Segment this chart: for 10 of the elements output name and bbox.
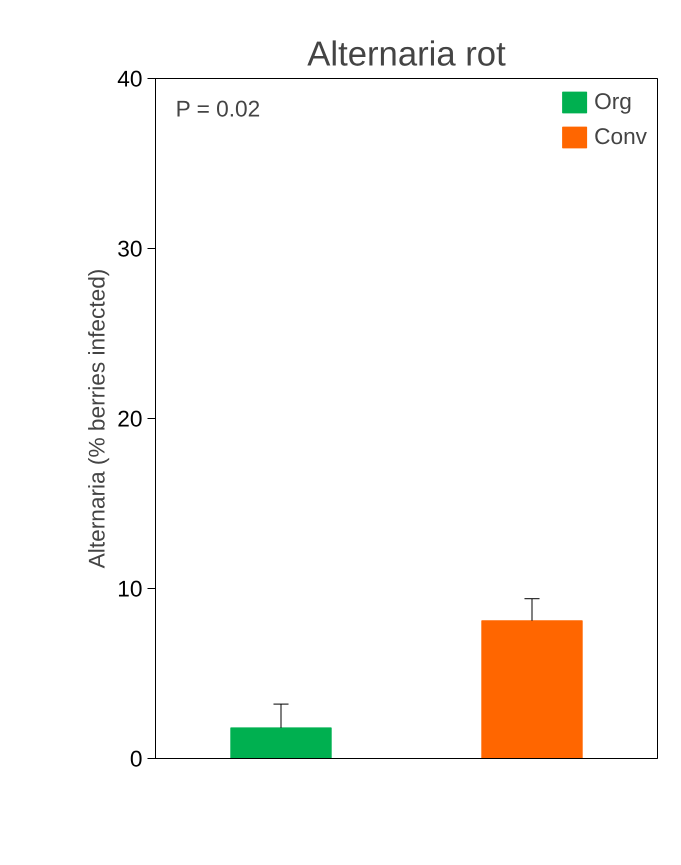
legend-label: Org bbox=[594, 88, 632, 115]
annotation: P = 0.02 bbox=[176, 96, 260, 122]
y-tick-label: 0 bbox=[130, 746, 143, 772]
y-tick-label: 20 bbox=[117, 406, 142, 432]
legend-label: Conv bbox=[594, 123, 647, 150]
y-tick-label: 30 bbox=[117, 236, 142, 262]
y-tick-label: 10 bbox=[117, 576, 142, 602]
y-tick-label: 40 bbox=[117, 66, 142, 92]
chart-title: Alternaria rot bbox=[307, 36, 506, 74]
y-axis-title: Alternaria (% berries infected) bbox=[83, 268, 110, 568]
